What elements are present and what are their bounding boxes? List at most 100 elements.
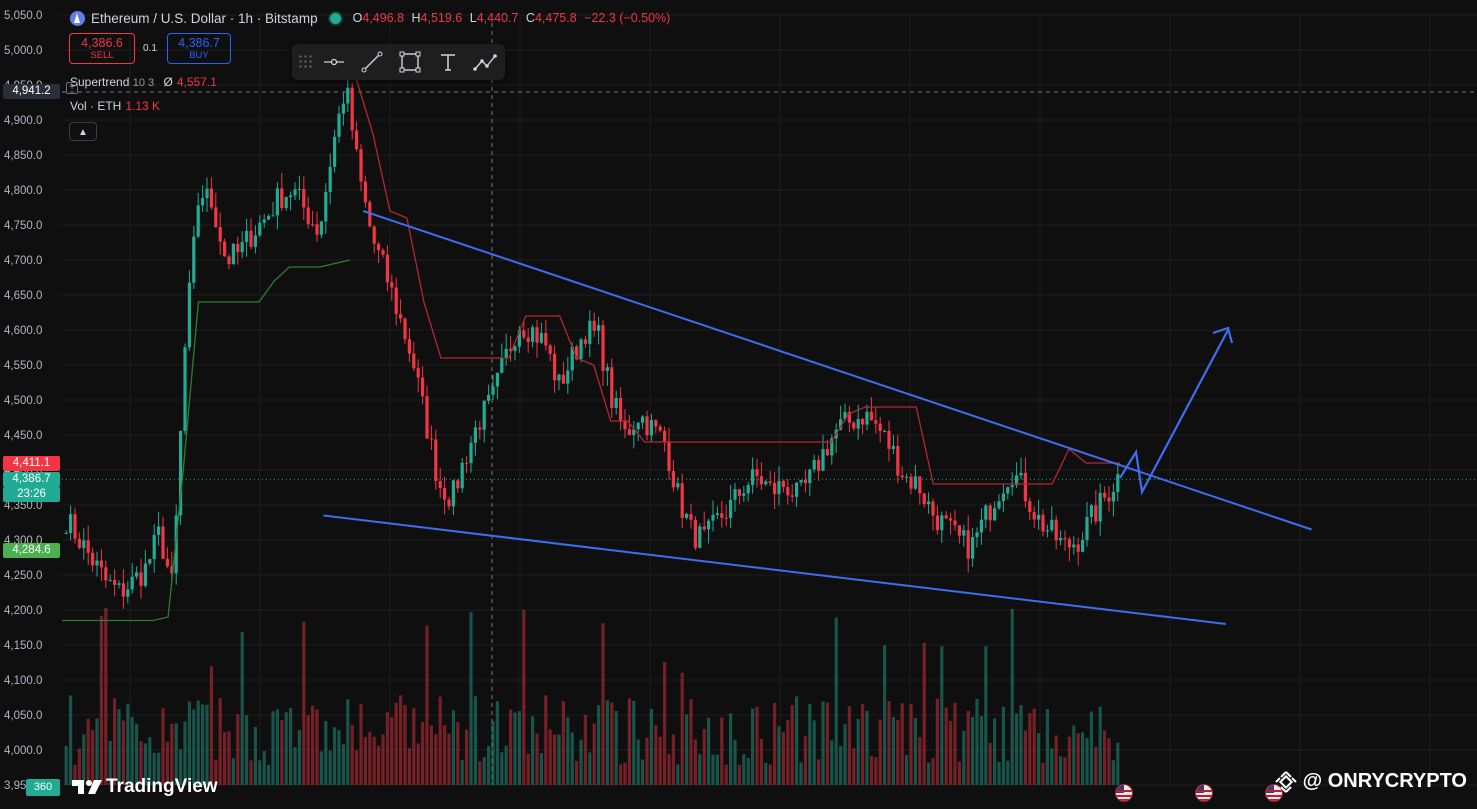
cursor-tool-button[interactable]: [318, 46, 350, 78]
volume-bar: [240, 632, 244, 785]
volume-bar: [1045, 709, 1049, 785]
candle-body: [1094, 505, 1098, 522]
text-tool-button[interactable]: [432, 46, 464, 78]
candle-body: [117, 583, 121, 585]
volume-bar: [513, 712, 517, 785]
volume-bar: [856, 718, 860, 785]
candle-body: [966, 530, 970, 559]
market-open-dot-icon: [329, 12, 341, 24]
volume-bar: [702, 728, 706, 785]
candle-body: [434, 439, 438, 482]
volume-bar: [949, 720, 953, 785]
candle-body: [636, 422, 640, 430]
rectangle-button[interactable]: [394, 46, 426, 78]
candle-body: [1028, 501, 1032, 513]
volume-bar: [847, 706, 851, 785]
candle-body: [729, 499, 733, 518]
volume-bar: [663, 661, 667, 785]
volume-bar: [174, 723, 178, 785]
candle-body: [839, 419, 843, 430]
candle-body: [337, 113, 341, 137]
volume-bar: [680, 672, 684, 785]
candle-body: [157, 526, 161, 535]
candle-body: [328, 166, 332, 192]
volume-legend[interactable]: Vol · ETH 1.13 K: [70, 99, 160, 113]
supertrend-legend[interactable]: Supertrend 10 3 Ø 4,557.1: [70, 75, 217, 89]
candle-body: [993, 508, 997, 521]
candle-body: [632, 429, 636, 436]
candle-body: [786, 487, 790, 496]
ohlc-high: 4,519.6: [420, 11, 463, 25]
candle-body: [491, 386, 495, 395]
candle-body: [949, 518, 953, 521]
y-tick-label: 4,900.0: [4, 115, 42, 127]
candle-body: [297, 189, 301, 191]
candle-body: [891, 445, 895, 449]
volume-bar: [302, 621, 306, 785]
volume-bar: [223, 732, 227, 785]
candle-body: [306, 207, 310, 225]
candle-body: [201, 198, 205, 206]
candle-body: [130, 576, 134, 590]
candle-body: [649, 419, 653, 436]
candle-body: [887, 430, 891, 449]
volume-bar: [773, 702, 777, 785]
volume-bar: [790, 705, 794, 785]
y-tick-label: 4,350.0: [4, 500, 42, 512]
candle-body: [231, 243, 235, 265]
candle-body: [302, 189, 306, 208]
grip-icon[interactable]: [298, 54, 312, 70]
candle-body: [548, 345, 552, 354]
us-flag-icon[interactable]: [1265, 784, 1283, 802]
volume-bar: [267, 764, 271, 785]
candle-body: [517, 330, 521, 347]
candle-body: [346, 87, 350, 104]
candle-body: [223, 241, 227, 257]
volume-bar: [1085, 738, 1089, 785]
candle-body: [922, 493, 926, 505]
tradingview-logo[interactable]: TradingView: [72, 776, 218, 798]
trend-line-button[interactable]: [356, 46, 388, 78]
candle-body: [535, 327, 539, 343]
buy-button[interactable]: 4,386.7 BUY: [167, 33, 231, 64]
sell-button[interactable]: 4,386.6 SELL: [69, 33, 135, 64]
path-tool-button[interactable]: [470, 46, 502, 78]
volume-bar: [619, 764, 623, 785]
ethereum-logo-icon: [70, 10, 85, 26]
volume-bar: [64, 745, 68, 785]
candle-body: [746, 485, 750, 494]
volume-bar: [333, 727, 337, 785]
y-tick-label: 4,500.0: [4, 395, 42, 407]
symbol-title[interactable]: Ethereum / U.S. Dollar · 1h · Bitstamp: [91, 10, 318, 26]
spread-value: 0.1: [143, 43, 157, 54]
volume-bar: [1001, 706, 1005, 785]
candle-body: [1050, 519, 1054, 531]
us-flag-icon[interactable]: [1115, 784, 1133, 802]
volume-bar: [729, 713, 733, 785]
candle-body: [1006, 487, 1010, 494]
collapse-legend-button[interactable]: ▲: [69, 122, 97, 141]
candle-body: [874, 420, 878, 424]
volume-bar: [667, 753, 671, 785]
volume-bar: [209, 666, 213, 785]
candle-body: [566, 370, 570, 384]
candle-body: [82, 540, 86, 548]
candle-body: [1072, 544, 1076, 548]
plus-icon[interactable]: +: [66, 82, 78, 94]
us-flag-icon[interactable]: [1195, 784, 1213, 802]
candle-body: [856, 419, 860, 429]
volume-bar: [993, 718, 997, 785]
candle-body: [412, 353, 416, 369]
ohlc-close-key: C: [525, 11, 535, 25]
volume-bar: [1063, 757, 1067, 785]
candle-body: [495, 372, 499, 387]
candle-body: [711, 514, 715, 521]
volume-bar: [566, 717, 570, 785]
volume-bar: [865, 710, 869, 785]
trend-line-icon: [361, 51, 383, 73]
candle-body: [676, 483, 680, 488]
candle-body: [478, 427, 482, 430]
volume-bar: [390, 717, 394, 785]
volume-bar: [108, 741, 112, 785]
